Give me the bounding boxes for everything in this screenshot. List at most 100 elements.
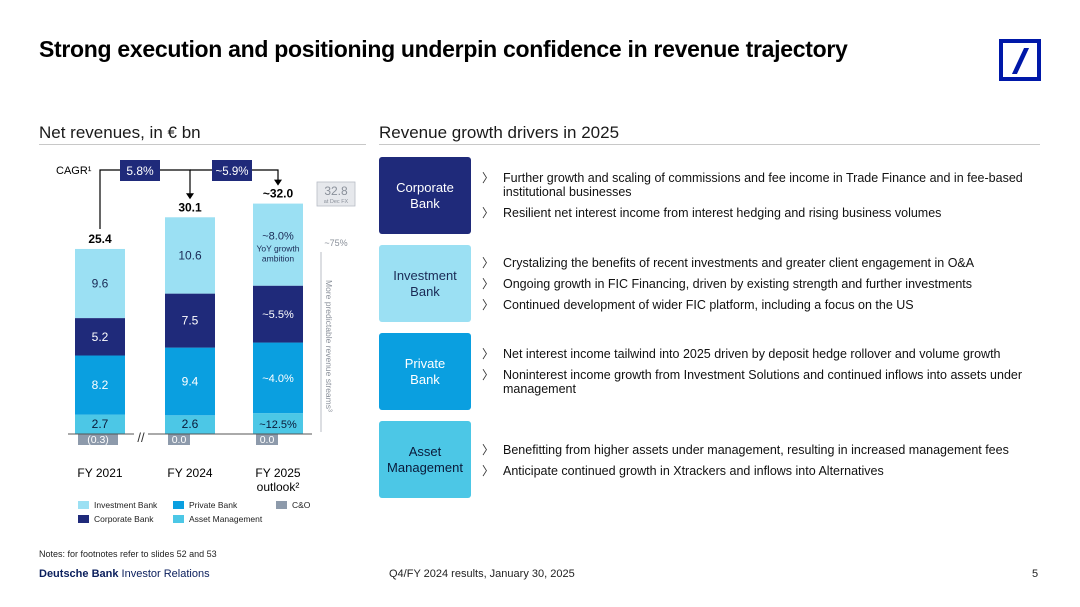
cagr-value: 5.8%	[126, 164, 154, 178]
value-label: 2.7	[92, 417, 109, 431]
predictable-share: ~75%	[324, 238, 347, 248]
bar-corporate-bank-2	[165, 293, 215, 348]
driver-bullets: 〉 Crystalizing the benefits of recent inv…	[482, 256, 1042, 319]
chevron-right-icon: 〉	[482, 171, 495, 185]
driver-bullet-text: Ongoing growth in FIC Financing, driven …	[503, 277, 972, 291]
bar-asset-management-3	[253, 413, 303, 434]
page-number: 5	[1032, 568, 1039, 580]
growth-drivers-title: Revenue growth drivers in 2025	[379, 123, 620, 142]
driver-bullet: 〉 Anticipate continued growth in Xtracker…	[482, 464, 1042, 478]
footer-brand-rest: Investor Relations	[118, 568, 210, 580]
fx-box	[316, 181, 356, 207]
footer-date: Q4/FY 2024 results, January 30, 2025	[389, 568, 575, 580]
fx-value: 32.8	[324, 184, 348, 198]
bar-asset-management-2	[165, 415, 215, 434]
driver-bullet-text: Anticipate continued growth in Xtrackers…	[503, 464, 884, 478]
value-label: ~5.5%	[262, 309, 294, 321]
legend-label: Asset Management	[189, 514, 263, 524]
footnote: Notes: for footnotes refer to slides 52 …	[39, 549, 217, 559]
legend-label: Private Bank	[189, 500, 238, 510]
cagr-value: ~5.9%	[216, 166, 249, 178]
predictable-label: More predictable revenue streams³	[324, 280, 334, 412]
driver-box-corporate-bank: Corporate Bank	[379, 157, 471, 234]
total-label: 30.1	[178, 200, 202, 214]
driver-bullet-text: Further growth and scaling of commission…	[503, 171, 1023, 199]
net-revenues-title: Net revenues, in € bn	[39, 123, 201, 142]
value-label: 9.6	[92, 277, 109, 291]
driver-bullet: 〉 Net interest income tailwind into 2025 …	[482, 347, 1042, 361]
bar-co-1	[78, 434, 118, 445]
driver-bullet: 〉 Noninterest income growth from Investme…	[482, 368, 1042, 396]
value-label: 10.6	[178, 248, 202, 262]
total-label: 25.4	[88, 232, 112, 246]
chevron-right-icon: 〉	[482, 206, 495, 220]
total-label: ~32.0	[263, 187, 294, 201]
ib-growth-note: YoY growth	[256, 244, 299, 254]
left-divider	[39, 144, 366, 145]
driver-bullets: 〉 Further growth and scaling of commissio…	[482, 171, 1042, 227]
right-divider	[379, 144, 1040, 145]
bar-investment-bank-3	[253, 203, 303, 286]
chevron-right-icon: 〉	[482, 277, 495, 291]
driver-bullets: 〉 Benefitting from higher assets under ma…	[482, 443, 1042, 485]
driver-box-private-bank: Private Bank	[379, 333, 471, 410]
driver-bullet: 〉 Ongoing growth in FIC Financing, driven…	[482, 277, 1042, 291]
chevron-right-icon: 〉	[482, 443, 495, 457]
ib-growth-note: ambition	[262, 254, 294, 264]
bar-investment-bank-2	[165, 217, 215, 294]
driver-bullet: 〉 Crystalizing the benefits of recent inv…	[482, 256, 1042, 270]
driver-bullet-text: Benefitting from higher assets under man…	[503, 443, 1009, 457]
chevron-right-icon: 〉	[482, 464, 495, 478]
legend-swatch	[78, 501, 89, 509]
driver-bullet-text: Continued development of wider FIC platf…	[503, 298, 914, 312]
legend-item: Private Bank	[173, 500, 237, 510]
value-label: ~8.0%	[262, 231, 294, 243]
driver-box-asset-management: Asset Management	[379, 421, 471, 498]
cagr-badge	[212, 160, 252, 181]
driver-bullet-text: Net interest income tailwind into 2025 d…	[503, 347, 1001, 361]
bar-corporate-bank-3	[253, 285, 303, 343]
legend-item: Investment Bank	[78, 500, 157, 510]
fx-note: at Dec FX	[324, 199, 349, 205]
driver-bullet: 〉 Further growth and scaling of commissio…	[482, 171, 1042, 199]
legend-label: Investment Bank	[94, 500, 158, 510]
x-tick-label: FY 2024	[167, 466, 212, 480]
bar-private-bank-2	[165, 347, 215, 416]
bar-private-bank-3	[253, 342, 303, 414]
x-tick-label: FY 2025	[255, 466, 300, 480]
cagr-label: CAGR¹	[56, 165, 92, 177]
value-label: 0.0	[172, 434, 187, 446]
net-revenues-chart: 2.7 8.2 5.2 9.6 (0.3) 25.4 2.6 9.4 7.5 10.6 0.0 30.…	[56, 160, 356, 494]
driver-bullets: 〉 Net interest income tailwind into 2025 …	[482, 347, 1042, 403]
bar-co-2	[168, 434, 190, 445]
bar-asset-management-1	[75, 414, 125, 434]
driver-bullet: 〉 Continued development of wider FIC plat…	[482, 298, 1042, 312]
footer-brand: Deutsche Bank Investor Relations	[39, 568, 210, 580]
value-label: 5.2	[92, 330, 109, 344]
footer-brand-bold: Deutsche Bank	[39, 568, 119, 580]
cagr-arrowhead	[186, 193, 194, 200]
page-title: Strong execution and positioning underpi…	[39, 36, 848, 62]
value-label: 7.5	[182, 314, 199, 328]
chevron-right-icon: 〉	[482, 347, 495, 361]
driver-bullet: 〉 Resilient net interest income from inte…	[482, 206, 1042, 220]
chevron-right-icon: 〉	[482, 368, 495, 382]
axis-break: //	[137, 430, 145, 445]
legend-swatch	[173, 515, 184, 523]
value-label: 0.0	[260, 434, 275, 446]
value-label: 9.4	[182, 374, 199, 388]
value-label: (0.3)	[87, 434, 109, 446]
legend-label: C&O	[292, 500, 311, 510]
driver-bullet-text: Noninterest income growth from Investmen…	[503, 368, 1023, 396]
legend-item: Corporate Bank	[78, 514, 154, 524]
legend-item: Asset Management	[173, 514, 262, 524]
x-tick-label: FY 2021	[77, 466, 122, 480]
x-tick-label: outlook²	[257, 480, 300, 494]
driver-box-investment-bank: Investment Bank	[379, 245, 471, 322]
value-label: 8.2	[92, 378, 109, 392]
deutsche-bank-logo	[999, 39, 1041, 81]
cagr-arrowhead	[274, 179, 282, 186]
cagr-badge	[120, 160, 160, 181]
bar-investment-bank-1	[75, 248, 125, 319]
bar-corporate-bank-1	[75, 318, 125, 356]
